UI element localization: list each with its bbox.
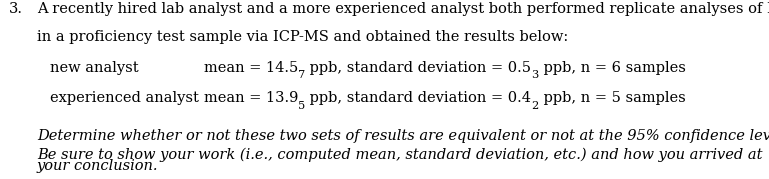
Text: 5: 5 — [298, 101, 305, 111]
Text: 3.: 3. — [9, 2, 23, 16]
Text: ppb, n = 6 samples: ppb, n = 6 samples — [538, 61, 685, 75]
Text: mean = 14.5: mean = 14.5 — [204, 61, 298, 75]
Text: 3: 3 — [531, 70, 538, 80]
Text: your conclusion.: your conclusion. — [37, 159, 158, 173]
Text: ppb, n = 5 samples: ppb, n = 5 samples — [538, 91, 685, 105]
Text: Be sure to show your work (i.e., computed mean, standard deviation, etc.) and ho: Be sure to show your work (i.e., compute… — [37, 148, 762, 162]
Text: in a proficiency test sample via ICP-MS and obtained the results below:: in a proficiency test sample via ICP-MS … — [37, 30, 568, 44]
Text: 7: 7 — [298, 70, 305, 80]
Text: new analyst: new analyst — [50, 61, 138, 75]
Text: ppb, standard deviation = 0.4: ppb, standard deviation = 0.4 — [305, 91, 531, 105]
Text: experienced analyst: experienced analyst — [50, 91, 199, 105]
Text: Determine whether or not these two sets of results are equivalent or not at the : Determine whether or not these two sets … — [37, 129, 769, 143]
Text: A recently hired lab analyst and a more experienced analyst both performed repli: A recently hired lab analyst and a more … — [37, 2, 769, 16]
Text: 2: 2 — [531, 101, 538, 111]
Text: ppb, standard deviation = 0.5: ppb, standard deviation = 0.5 — [305, 61, 531, 75]
Text: mean = 13.9: mean = 13.9 — [204, 91, 298, 105]
